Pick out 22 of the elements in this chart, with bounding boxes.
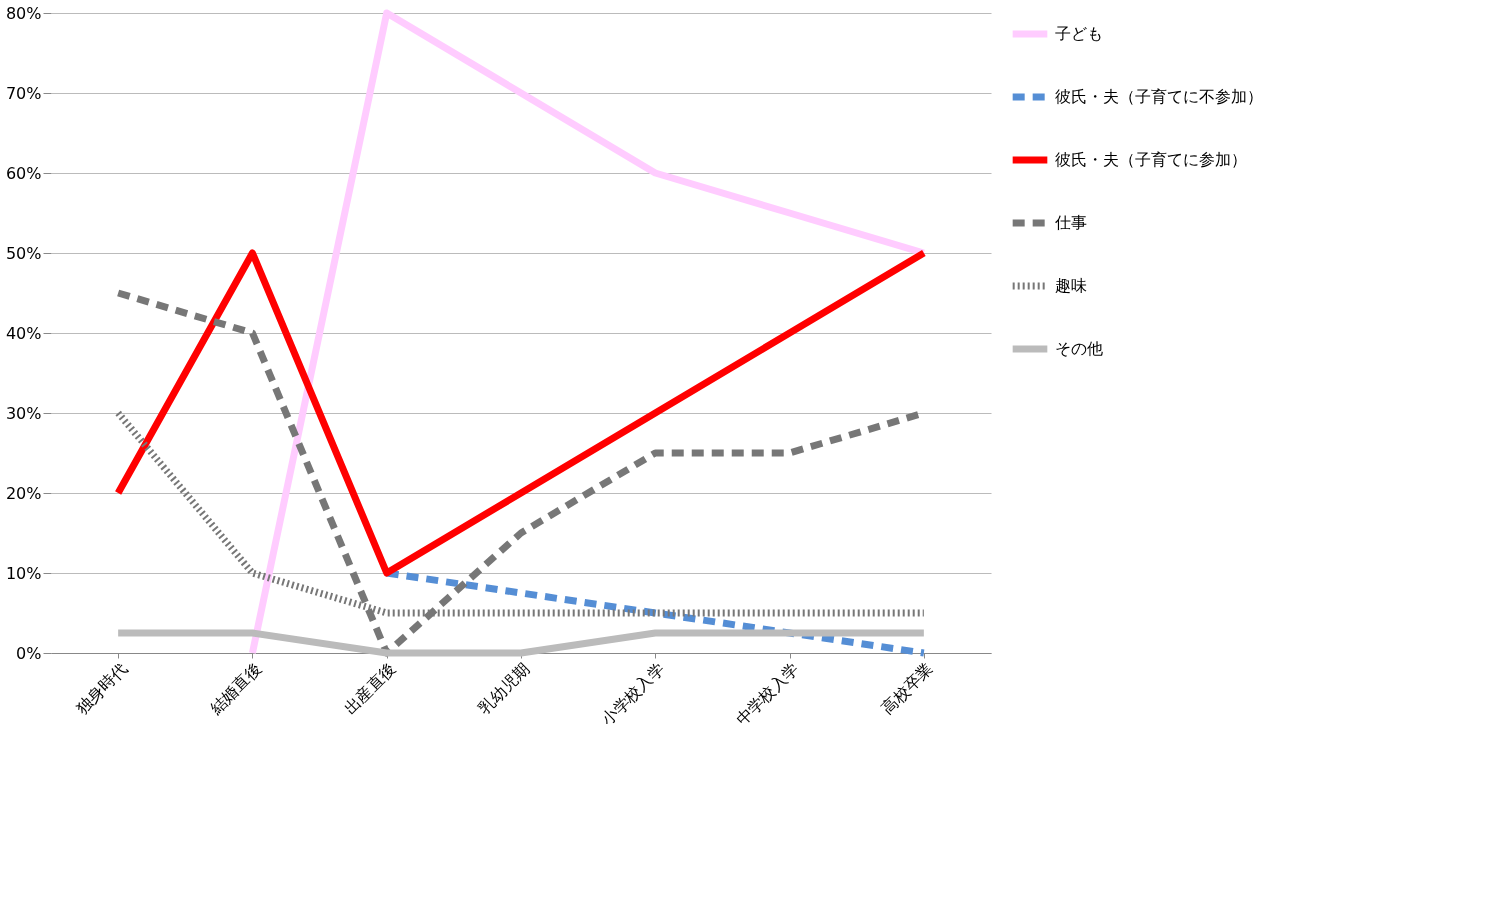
y-tick-label: 60%	[5, 163, 42, 183]
y-tick-label: 40%	[5, 323, 42, 343]
y-tick-label: 0%	[16, 643, 42, 663]
x-tick-label: 独身時代	[71, 659, 131, 718]
legend-label: 子ども	[1055, 24, 1103, 43]
x-tick-label: 結婚直後	[205, 659, 265, 719]
y-tick-label: 80%	[5, 3, 42, 23]
y-tick-label: 70%	[5, 83, 42, 103]
x-tick-label: 出産直後	[340, 659, 400, 718]
y-tick-label: 50%	[5, 243, 42, 263]
y-tick-label: 10%	[5, 563, 42, 583]
legend-label: 趣味	[1055, 276, 1087, 295]
y-tick-label: 30%	[5, 403, 42, 423]
x-tick-label: 高校卒業	[877, 659, 937, 718]
legend-label: その他	[1055, 339, 1103, 358]
legend-label: 仕事	[1054, 213, 1087, 232]
legend-label: 彼氏・夫（子育てに不参加）	[1055, 87, 1263, 106]
x-tick-label: 小学校入学	[597, 659, 668, 730]
y-tick-label: 20%	[5, 483, 42, 503]
legend-label: 彼氏・夫（子育てに参加）	[1055, 150, 1247, 169]
x-tick-label: 中学校入学	[732, 659, 803, 730]
x-tick-label: 乳幼児期	[474, 659, 534, 718]
